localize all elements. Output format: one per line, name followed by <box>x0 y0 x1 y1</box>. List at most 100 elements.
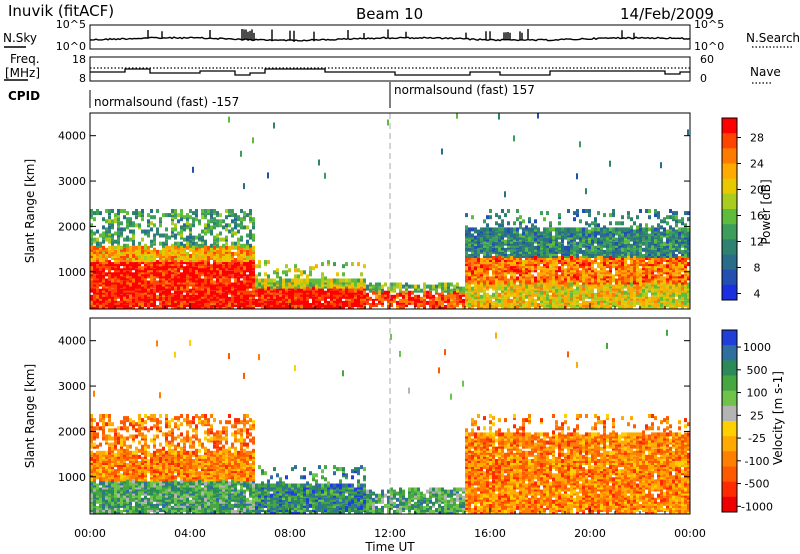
power-cell <box>213 303 216 307</box>
power-cell <box>339 278 342 283</box>
power-cell <box>156 249 159 254</box>
power-cell <box>669 258 672 262</box>
power-cell <box>486 278 489 283</box>
power-cell <box>279 288 282 293</box>
power-cell <box>339 288 342 293</box>
power-cell <box>480 284 483 289</box>
power-cell <box>339 303 342 307</box>
power-cell <box>339 298 342 303</box>
power-cell <box>111 245 114 250</box>
power-cell <box>237 249 240 254</box>
power-cell <box>252 217 255 222</box>
power-cell <box>204 239 207 244</box>
power-cell <box>681 305 684 309</box>
power-cell <box>492 300 495 305</box>
power-cell <box>231 227 234 232</box>
power-cell <box>627 264 630 269</box>
power-cell <box>168 235 171 240</box>
power-cell <box>90 303 93 307</box>
power-cell <box>498 229 501 234</box>
power-cell <box>528 219 531 224</box>
power-cell <box>129 300 132 305</box>
power-cell <box>237 264 240 269</box>
power-cell <box>549 280 552 285</box>
power-cell <box>684 278 687 283</box>
power-cell <box>471 249 474 254</box>
power-cell <box>507 268 510 273</box>
power-cell <box>603 266 606 271</box>
power-cell <box>516 305 519 309</box>
power-cell <box>198 235 201 240</box>
power-cell <box>552 292 555 297</box>
power-cell <box>150 274 153 279</box>
power-cell <box>90 284 93 289</box>
power-cell <box>564 260 567 265</box>
power-cell <box>633 292 636 297</box>
power-cell <box>606 243 609 248</box>
power-cell <box>177 243 180 248</box>
power-cell <box>411 298 414 303</box>
power-cell <box>120 221 123 226</box>
power-cell <box>159 268 162 273</box>
power-cell <box>144 284 147 289</box>
power-cell <box>585 303 588 307</box>
power-cell <box>483 229 486 234</box>
power-cell <box>354 303 357 307</box>
power-cell <box>522 227 525 232</box>
power-cell <box>666 274 669 279</box>
power-cell <box>486 254 489 258</box>
power-cell <box>336 284 339 289</box>
station-title: Inuvik (fitACF) <box>8 2 114 20</box>
power-cell <box>507 209 510 213</box>
power-cell <box>150 227 153 232</box>
power-cell <box>552 276 555 281</box>
power-cell <box>138 249 141 254</box>
power-cell <box>141 288 144 293</box>
power-cell <box>558 274 561 279</box>
power-cell <box>678 303 681 307</box>
power-cell <box>153 223 156 228</box>
power-cell <box>477 254 480 258</box>
power-cell <box>654 274 657 279</box>
nsky-panel: N.Sky 10^5 10^0 10^5 10^0 N.Search <box>3 18 800 53</box>
power-cell <box>582 229 585 234</box>
power-cell <box>615 229 618 234</box>
power-cell <box>402 290 405 295</box>
power-cell <box>270 284 273 289</box>
power-cell <box>246 260 249 265</box>
power-cell <box>96 237 99 242</box>
power-cell <box>654 229 657 234</box>
power-cell <box>606 284 609 289</box>
power-cell <box>654 298 657 303</box>
power-cell <box>567 278 570 283</box>
power-cell <box>306 288 309 293</box>
power-cell <box>168 245 171 250</box>
power-cell <box>594 249 597 254</box>
power-cell <box>450 282 453 287</box>
power-cell <box>591 266 594 271</box>
power-cell <box>597 239 600 244</box>
power-cell <box>648 241 651 246</box>
power-cell <box>660 219 663 224</box>
power-cell <box>513 235 516 240</box>
power-cell <box>108 229 111 234</box>
power-cell <box>207 298 210 303</box>
power-cell <box>528 264 531 269</box>
power-cell <box>483 239 486 244</box>
power-cell <box>564 284 567 289</box>
power-cell <box>588 278 591 283</box>
power-cell <box>549 260 552 265</box>
power-cell <box>153 247 156 252</box>
power-cell <box>609 239 612 244</box>
power-cell <box>516 227 519 232</box>
power-cell <box>558 292 561 297</box>
power-cell <box>534 264 537 269</box>
power-cell <box>114 274 117 279</box>
power-cell <box>543 239 546 244</box>
power-cell <box>447 292 450 297</box>
power-cell <box>264 292 267 297</box>
power-cell <box>204 303 207 307</box>
power-cell <box>684 227 687 232</box>
power-cell <box>525 225 528 230</box>
power-cell <box>579 278 582 283</box>
